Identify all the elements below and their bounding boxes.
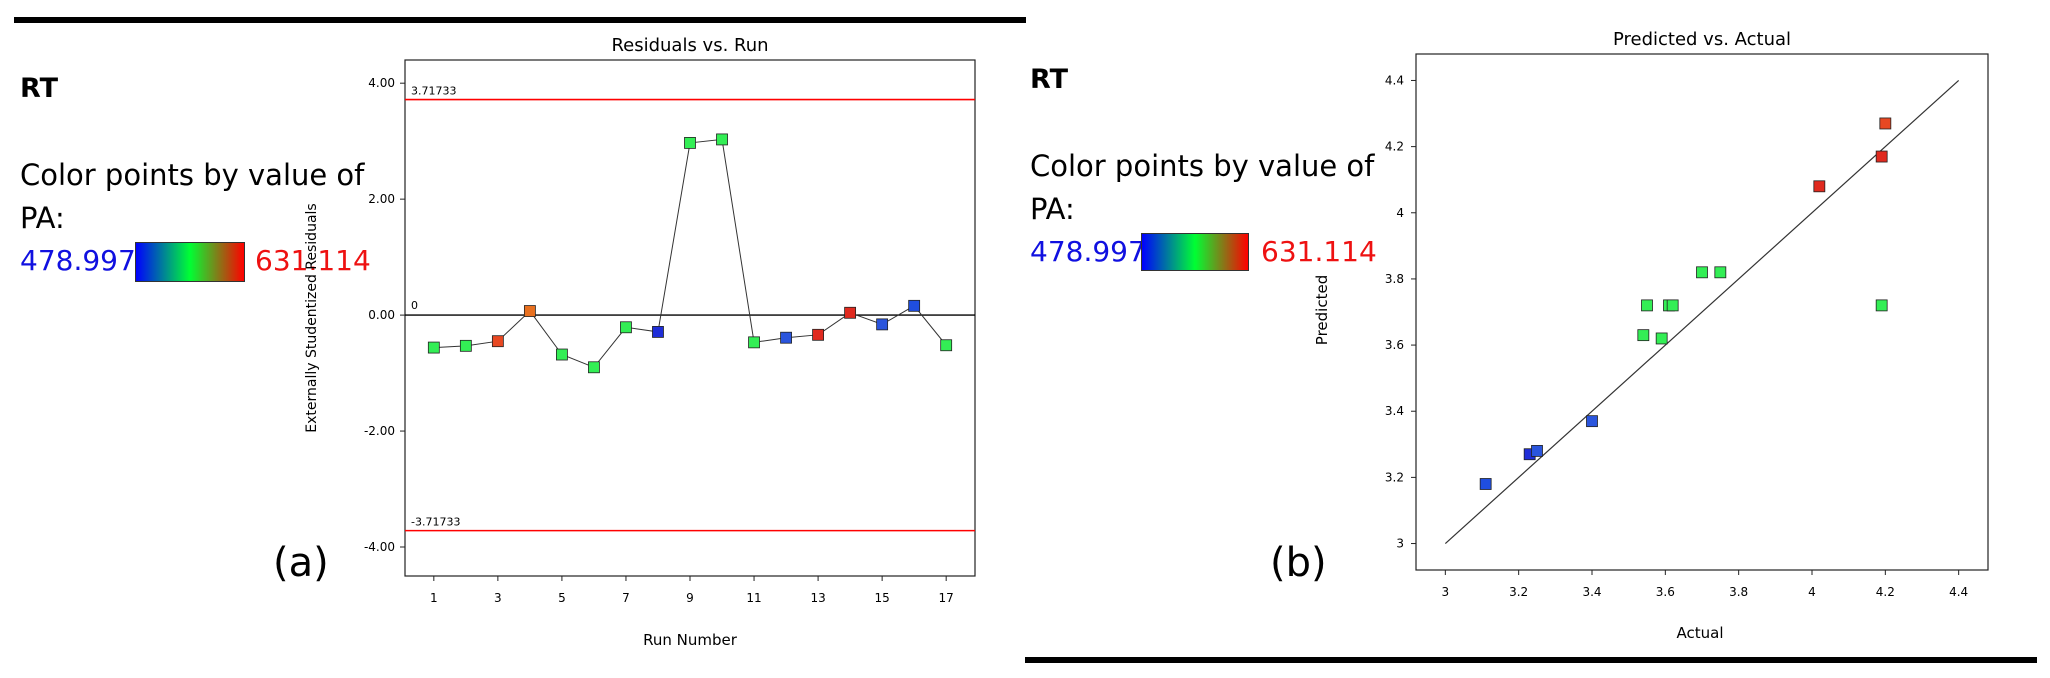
y-tick-label: 4.4 [1385,73,1404,87]
residual-point [940,339,953,352]
residual-point [459,339,472,352]
panel-a-tag: (a) [273,540,329,586]
chart-a-y-axis-label: Externally Studentized Residuals [304,203,320,432]
limit-line-label: 3.71733 [411,85,457,98]
residual-point [523,305,536,317]
residual-point [844,306,857,319]
panel-a-color-var: PA: [20,201,65,235]
chart-b-y-axis-label: Predicted [1313,275,1331,345]
residual-point [684,137,696,149]
y-tick-label: -4.00 [364,540,395,554]
panel-a-color-label: Color points by value of [20,158,365,192]
scatter-point [1641,299,1653,312]
top-rule [14,17,1026,23]
scatter-point [1696,266,1708,279]
x-tick-label: 17 [939,591,954,605]
y-tick-label: 4.2 [1385,140,1404,154]
scatter-point [1637,329,1650,342]
zero-line-label: 0 [411,299,418,312]
x-tick-label: 15 [874,591,889,605]
scatter-point [1586,415,1598,428]
panel-a-color-scale-bar [135,242,245,282]
residual-point [427,341,440,354]
residual-point [748,336,760,349]
scatter-point [1813,180,1826,193]
x-tick-label: 4.2 [1876,585,1895,599]
residual-point [780,331,792,344]
x-tick-label: 3.6 [1656,585,1675,599]
x-tick-label: 5 [558,591,566,605]
panel-b-response-label: RT [1030,64,1068,95]
scatter-point [1875,299,1888,312]
x-tick-label: 1 [430,591,438,605]
x-tick-label: 3.4 [1582,585,1601,599]
y-tick-label: 3.6 [1385,338,1404,352]
residual-point [588,361,600,374]
scatter-point [1875,150,1888,163]
panel-a-scale-min: 478.997 [20,244,136,277]
y-tick-label: 4 [1396,206,1404,220]
scatter-point [1714,266,1727,279]
panel-a-scale-max: 631.114 [255,244,371,277]
residual-point [908,299,921,312]
y-tick-label: 3.2 [1385,470,1404,484]
y-tick-label: 3.8 [1385,272,1404,286]
scatter-point [1531,445,1543,457]
panel-b-tag: (b) [1270,540,1327,586]
scatter-point [1655,332,1668,345]
panel-b-scale-max: 631.114 [1261,235,1377,268]
residual-point [876,318,889,331]
x-tick-label: 4.4 [1949,585,1968,599]
panel-b-scale-min: 478.997 [1030,235,1146,268]
y-tick-label: 2.00 [368,192,395,206]
residual-point [556,348,568,361]
limit-line-label: -3.71733 [411,516,460,529]
y-tick-label: -2.00 [364,424,395,438]
x-tick-label: 11 [746,591,761,605]
scatter-point [1666,299,1679,312]
y-tick-label: 3 [1396,537,1404,551]
panel-b-color-label: Color points by value of [1030,149,1375,183]
bottom-rule [1025,657,2037,663]
x-tick-label: 7 [622,591,630,605]
x-tick-label: 13 [810,591,825,605]
residual-point [812,328,824,341]
x-tick-label: 3.2 [1509,585,1528,599]
x-tick-label: 9 [686,591,694,605]
panel-a-response-label: RT [20,73,58,104]
scatter-point [1879,117,1892,130]
x-tick-label: 3.8 [1729,585,1748,599]
residual-point [652,326,664,338]
panel-b-color-scale-bar [1141,233,1249,271]
chart-a-title: Residuals vs. Run [611,35,768,56]
chart-a-x-axis-label: Run Number [643,631,738,649]
x-tick-label: 4 [1808,585,1816,599]
y-tick-label: 0.00 [368,308,395,322]
reference-line [1444,80,1960,544]
y-tick-label: 3.4 [1385,404,1404,418]
chart-b-frame [1415,53,1989,571]
residual-point [491,335,504,348]
x-tick-label: 3 [494,591,502,605]
chart-b-title: Predicted vs. Actual [1613,29,1791,50]
panel-b-color-var: PA: [1030,192,1075,226]
y-tick-label: 4.00 [368,76,395,90]
scatter-point [1479,478,1492,490]
x-tick-label: 3 [1442,585,1450,599]
residual-point [620,321,632,334]
residual-point [716,133,728,146]
chart-b-x-axis-label: Actual [1677,624,1724,642]
